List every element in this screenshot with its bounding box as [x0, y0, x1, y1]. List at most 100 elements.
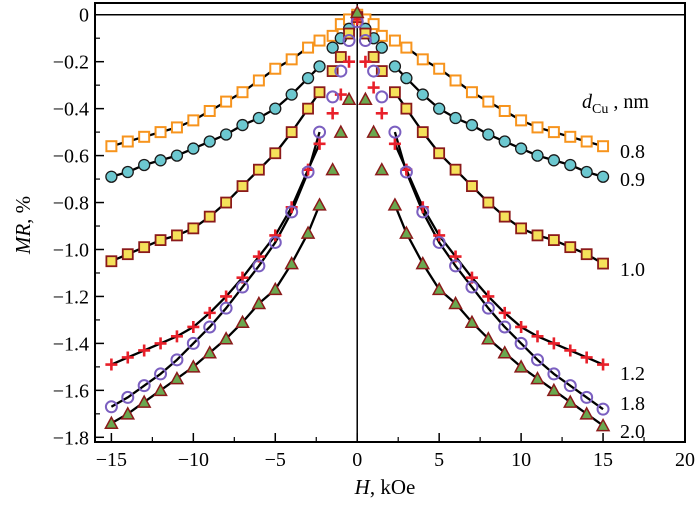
data-point-1.8 — [334, 64, 348, 78]
data-point-1.0 — [580, 248, 593, 261]
data-point-2.0 — [513, 359, 529, 373]
data-point-0.9 — [105, 170, 118, 183]
data-point-1.8 — [580, 390, 594, 404]
data-point-2.0 — [546, 382, 562, 397]
data-point-1.0 — [482, 196, 495, 209]
data-point-0.9 — [514, 142, 528, 155]
data-point-0.8 — [154, 126, 167, 139]
data-point-1.8 — [121, 390, 135, 404]
data-point-2.0 — [530, 371, 545, 385]
series-1.2 — [105, 13, 610, 371]
data-point-2.0 — [358, 91, 373, 106]
data-point-0.9 — [236, 118, 249, 132]
data-point-1.8 — [399, 165, 413, 179]
fit-line-1.2-negative — [110, 143, 321, 366]
series-1.8 — [104, 15, 610, 416]
data-point-0.9 — [416, 88, 429, 101]
y-tick-label: −0.8 — [53, 193, 89, 215]
data-point-0.9 — [388, 60, 402, 73]
data-point-1.8 — [236, 280, 249, 294]
data-point-1.2 — [564, 344, 577, 357]
data-point-2.0 — [448, 295, 463, 310]
data-point-0.8 — [302, 41, 315, 54]
data-point-1.0 — [334, 51, 347, 63]
data-point-1.8 — [268, 235, 282, 249]
data-point-2.0 — [387, 197, 403, 211]
data-point-0.8 — [515, 114, 528, 127]
data-point-2.0 — [374, 162, 390, 176]
data-point-0.9 — [252, 111, 266, 125]
data-point-2.0 — [464, 314, 480, 329]
data-point-0.8 — [449, 74, 462, 87]
data-point-0.8 — [105, 140, 118, 153]
data-point-2.0 — [218, 331, 234, 345]
data-point-1.2 — [547, 337, 560, 350]
fit-line-2.0-positive — [393, 204, 604, 427]
data-point-0.9 — [465, 118, 479, 132]
data-point-2.0 — [563, 394, 578, 408]
data-point-1.2 — [515, 320, 528, 333]
data-point-0.8 — [285, 53, 298, 66]
data-point-1.8 — [481, 301, 495, 315]
data-point-0.9 — [285, 88, 298, 101]
data-point-1.0 — [547, 234, 560, 247]
data-point-2.0 — [120, 406, 136, 420]
data-point-0.8 — [433, 62, 446, 75]
y-tick-label: −1.8 — [53, 427, 89, 449]
data-point-0.8 — [187, 114, 200, 127]
legend-title-unit: , nm — [608, 91, 649, 113]
data-point-0.9 — [138, 158, 151, 172]
series-label-1.0: 1.0 — [620, 259, 645, 281]
data-point-0.8 — [138, 130, 151, 143]
data-point-1.0 — [389, 86, 401, 99]
data-point-1.2 — [482, 290, 495, 303]
data-point-1.2 — [375, 107, 388, 120]
data-point-2.0 — [136, 394, 152, 408]
data-point-1.0 — [220, 196, 233, 209]
data-point-1.2 — [433, 229, 446, 242]
x-tick-label: 20 — [675, 449, 695, 471]
y-tick-label: −0.2 — [53, 52, 89, 74]
data-point-1.2 — [367, 81, 380, 94]
y-axis-title: MR, % — [11, 196, 35, 255]
data-point-1.0 — [449, 163, 462, 176]
data-point-1.0 — [359, 27, 372, 40]
data-point-2.0 — [169, 371, 185, 385]
data-point-1.8 — [252, 259, 266, 273]
data-point-0.9 — [531, 149, 544, 162]
data-point-1.2 — [531, 330, 544, 343]
data-point-0.9 — [433, 102, 446, 115]
data-point-1.8 — [531, 353, 544, 367]
data-point-1.0 — [187, 222, 200, 235]
data-point-1.8 — [514, 336, 528, 350]
data-point-2.0 — [579, 406, 594, 420]
data-point-2.0 — [497, 345, 512, 359]
x-tick-label: 5 — [434, 449, 444, 471]
data-point-1.8 — [416, 205, 430, 219]
data-point-1.2 — [138, 344, 151, 357]
x-axis-title: H, kOe — [354, 475, 416, 499]
data-point-2.0 — [481, 331, 496, 345]
data-point-1.8 — [170, 353, 184, 367]
y-axis-title-unit: , % — [11, 196, 35, 224]
data-point-2.0 — [595, 418, 611, 432]
data-point-0.8 — [531, 121, 544, 134]
data-point-1.0 — [375, 65, 388, 77]
data-point-0.8 — [220, 95, 233, 108]
data-point-1.0 — [400, 102, 413, 115]
data-point-1.0 — [531, 229, 544, 242]
data-point-2.0 — [399, 225, 414, 239]
data-point-2.0 — [300, 225, 316, 239]
x-axis-title-symbol: H — [354, 475, 372, 499]
data-point-1.0 — [498, 210, 511, 223]
data-point-0.9 — [498, 135, 511, 148]
data-point-1.8 — [358, 34, 372, 48]
y-tick-label: −1.6 — [53, 380, 89, 402]
data-point-1.8 — [449, 259, 463, 273]
data-point-1.2 — [498, 306, 511, 319]
series-0.8 — [105, 8, 610, 153]
data-point-0.9 — [596, 170, 610, 183]
series-label-0.8: 0.8 — [620, 141, 645, 163]
x-tick-label: 0 — [352, 449, 362, 471]
data-point-1.0 — [269, 147, 282, 160]
